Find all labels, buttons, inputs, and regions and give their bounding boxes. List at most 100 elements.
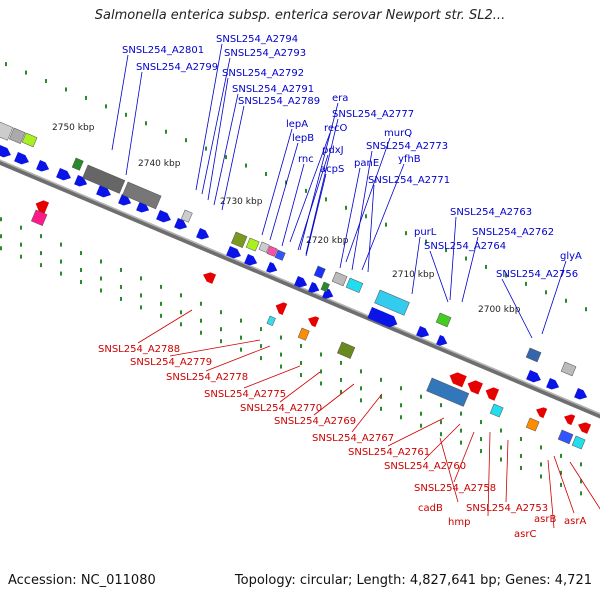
tick-mark	[140, 293, 142, 298]
reverse-gene-arrow	[275, 302, 288, 315]
scale-label: 2700 kbp	[478, 305, 521, 315]
gene-block	[331, 271, 348, 287]
scale-label: 2750 kbp	[52, 123, 95, 133]
tick-mark	[560, 470, 562, 475]
tick-mark	[20, 242, 22, 247]
leader-line	[351, 150, 373, 271]
leader-line	[195, 43, 223, 191]
tick-mark	[340, 389, 342, 394]
tick-mark	[80, 268, 82, 273]
tick-mark	[120, 267, 122, 272]
gene-label: SNSL254_A2753	[466, 503, 548, 514]
leader-line	[541, 260, 567, 335]
tick-mark	[480, 437, 482, 442]
tick-mark	[180, 310, 182, 315]
leader-line	[221, 105, 245, 211]
tick-mark	[260, 344, 262, 349]
tick-mark	[260, 327, 262, 332]
reverse-gene-arrow	[564, 414, 576, 426]
tick-mark	[360, 386, 362, 391]
reverse-gene-arrow	[578, 422, 592, 434]
tick-mark	[60, 242, 62, 247]
gene-block	[525, 347, 542, 363]
accession-text: Accession: NC_011080	[8, 573, 156, 588]
gene-block	[557, 429, 574, 445]
tick-mark	[460, 411, 462, 416]
leader-line	[339, 167, 361, 269]
gene-block	[266, 315, 276, 327]
tick-mark	[125, 112, 127, 117]
leader-line	[201, 57, 231, 195]
tick-mark	[580, 491, 582, 496]
leader-line	[351, 393, 383, 433]
leader-line	[367, 184, 375, 273]
tick-mark	[165, 129, 167, 134]
scale-labels: 2750 kbp 2740 kbp 2730 kbp 2720 kbp 2710 kbp…	[52, 123, 521, 315]
forward-gene-arrow	[136, 201, 150, 213]
tick-mark	[85, 95, 87, 100]
gene-block	[435, 312, 452, 328]
forward-gene-arrow	[367, 307, 398, 328]
gene-block	[426, 377, 470, 407]
tick-mark	[460, 440, 462, 445]
forward-gene-arrow	[416, 326, 430, 338]
leader-line	[387, 417, 445, 447]
gene-label: SNSL254_A2789	[238, 96, 320, 107]
gene-labels: SNSL254_A2801 SNSL254_A2794 SNSL254_A2793 S…	[98, 34, 586, 540]
gene-label: SNSL254_A2799	[136, 62, 218, 73]
tick-mark	[25, 70, 27, 75]
genome-backbone	[0, 159, 600, 419]
label-leader-lines	[111, 43, 600, 529]
forward-gene-arrow	[174, 218, 188, 230]
gene-block	[245, 237, 260, 252]
gene-label: SNSL254_A2794	[216, 34, 298, 45]
tick-mark	[500, 457, 502, 462]
gene-label: purL	[414, 227, 437, 238]
tick-mark	[540, 462, 542, 467]
tick-mark	[565, 298, 567, 303]
tick-mark	[480, 420, 482, 425]
tick-mark	[220, 327, 222, 332]
forward-gene-arrow	[526, 370, 541, 383]
gene-label: SNSL254_A2770	[240, 403, 322, 414]
gene-block	[71, 157, 84, 171]
tick-mark	[265, 171, 267, 176]
leader-line	[305, 118, 339, 255]
gene-block	[297, 327, 310, 341]
forward-gene-arrow	[14, 152, 29, 165]
gene-block	[31, 209, 48, 227]
tick-mark	[520, 465, 522, 470]
gene-block	[0, 121, 14, 141]
tick-mark	[280, 364, 282, 369]
reverse-gene-arrow	[485, 387, 500, 401]
leader-line	[313, 383, 355, 416]
scale-label: 2720 kbp	[306, 236, 349, 246]
gene-label: SNSL254_A2775	[204, 389, 286, 400]
gene-block	[231, 231, 248, 249]
gene-label: SNSL254_A2792	[222, 68, 304, 79]
leader-line	[137, 309, 193, 344]
gene-label: era	[332, 93, 348, 104]
gene-label: acpS	[320, 164, 344, 175]
tick-mark	[160, 301, 162, 306]
gene-label: SNSL254_A2778	[166, 372, 248, 383]
forward-gene-arrow	[294, 276, 308, 288]
gene-label: murQ	[384, 128, 412, 139]
tick-mark	[365, 214, 367, 219]
tick-mark	[0, 234, 2, 239]
map-title: Salmonella enterica subsp. enterica sero…	[94, 8, 506, 23]
gene-label: recO	[324, 123, 348, 134]
tick-mark	[300, 361, 302, 366]
reverse-gene-arrow	[467, 380, 483, 395]
reverse-gene-arrow	[35, 200, 50, 214]
tick-mark	[585, 307, 587, 312]
leader-line	[305, 173, 327, 257]
tick-mark	[505, 273, 507, 278]
tick-mark	[580, 479, 582, 484]
gene-label: SNSL254_A2769	[274, 416, 356, 427]
tick-mark	[100, 276, 102, 281]
tick-mark	[380, 377, 382, 382]
tick-mark	[465, 256, 467, 261]
tick-mark	[420, 394, 422, 399]
tick-mark	[440, 403, 442, 408]
